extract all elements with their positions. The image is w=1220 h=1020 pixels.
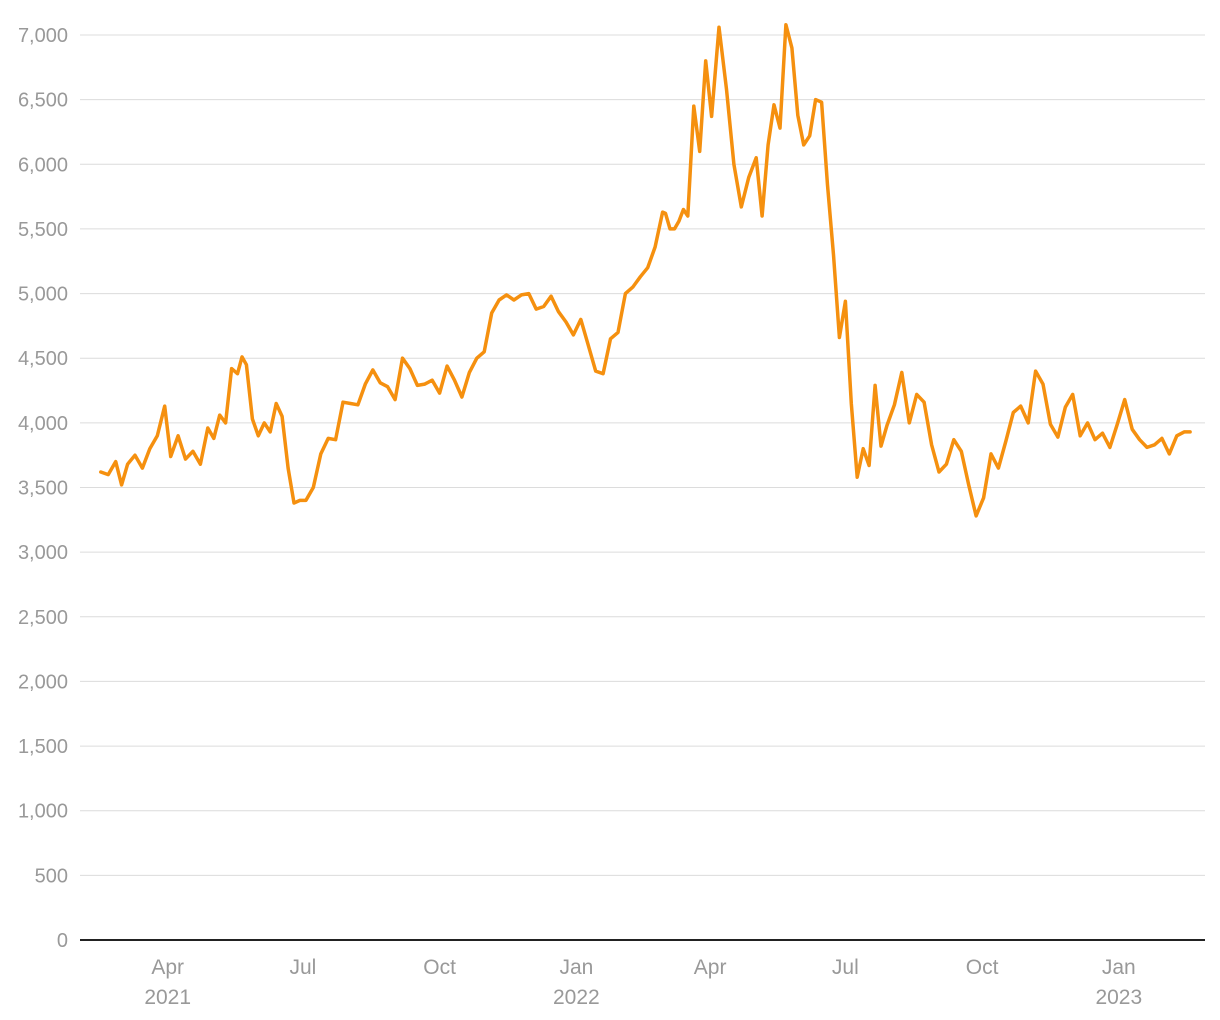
y-tick-label: 6,500 (18, 90, 68, 112)
x-tick-label: Oct (966, 956, 999, 979)
y-tick-label: 2,000 (18, 671, 68, 693)
y-tick-label: 4,500 (18, 348, 68, 370)
y-tick-label: 5,500 (18, 219, 68, 241)
y-tick-label: 2,500 (18, 607, 68, 629)
y-tick-label: 7,000 (18, 25, 68, 47)
y-tick-label: 5,000 (18, 284, 68, 306)
y-tick-label: 1,500 (18, 736, 68, 758)
y-tick-label: 500 (35, 865, 68, 887)
x-tick-label: Apr (151, 956, 184, 979)
x-tick-label: Jan (1102, 956, 1136, 979)
x-tick-label: Jan (559, 956, 593, 979)
x-tick-label: Jul (832, 956, 859, 979)
y-tick-label: 4,000 (18, 413, 68, 435)
y-tick-label: 6,000 (18, 154, 68, 176)
y-tick-label: 0 (57, 930, 68, 952)
series-line (99, 22, 1192, 518)
gridlines (80, 34, 1205, 876)
x-tick-label: Apr (694, 956, 727, 979)
x-tick-label: Oct (423, 956, 456, 979)
x-tick-year-label: 2021 (144, 986, 191, 1009)
x-tick-label: Jul (289, 956, 316, 979)
x-tick-year-label: 2022 (553, 986, 600, 1009)
x-tick-year-label: 2023 (1095, 986, 1142, 1009)
x-axis-tick-labels: Apr 2021 Jul Oct Jan 2022 Apr Jul Oct Jan 2023 (144, 956, 1142, 1009)
y-tick-label: 1,000 (18, 801, 68, 823)
y-tick-label: 3,500 (18, 478, 68, 500)
y-tick-label: 3,000 (18, 542, 68, 564)
y-axis-tick-labels: 0 500 1,000 1,500 2,000 2,500 3,000 3,500 4,000 4… (18, 25, 68, 952)
